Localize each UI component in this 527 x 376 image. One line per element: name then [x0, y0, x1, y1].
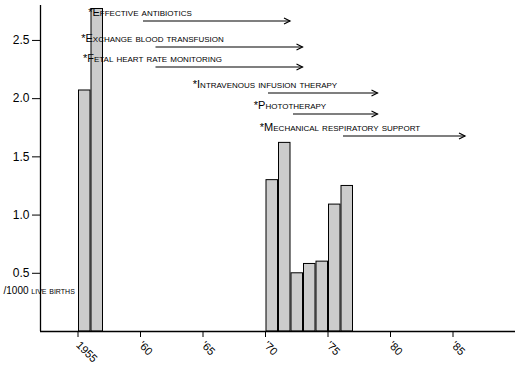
- svg-text:1.5: 1.5: [13, 150, 30, 164]
- svg-text:'80: '80: [387, 339, 406, 358]
- svg-text:*Phototherapy: *Phototherapy: [254, 99, 327, 111]
- svg-text:1.0: 1.0: [13, 208, 30, 222]
- svg-text:0.5: 0.5: [13, 266, 30, 280]
- svg-text:'65: '65: [199, 339, 218, 358]
- svg-text:'60: '60: [137, 339, 156, 358]
- svg-text:*Exchange blood transfusion: *Exchange blood transfusion: [81, 32, 224, 44]
- svg-text:*Mechanical respiratory suppor: *Mechanical respiratory support: [260, 121, 420, 133]
- svg-text:1955: 1955: [74, 339, 100, 365]
- svg-text:/1000 live births: /1000 live births: [4, 285, 76, 296]
- svg-text:'85: '85: [449, 339, 468, 358]
- svg-text:*Fetal heart rate monitoring: *Fetal heart rate monitoring: [83, 52, 222, 64]
- svg-text:'70: '70: [262, 339, 281, 358]
- svg-text:2.5: 2.5: [13, 33, 30, 47]
- svg-text:2.0: 2.0: [13, 91, 30, 105]
- svg-text:*Effective antibiotics: *Effective antibiotics: [88, 6, 192, 18]
- svg-text:*Intravenous infusion therapy: *Intravenous infusion therapy: [193, 78, 338, 90]
- svg-text:'75: '75: [324, 339, 343, 358]
